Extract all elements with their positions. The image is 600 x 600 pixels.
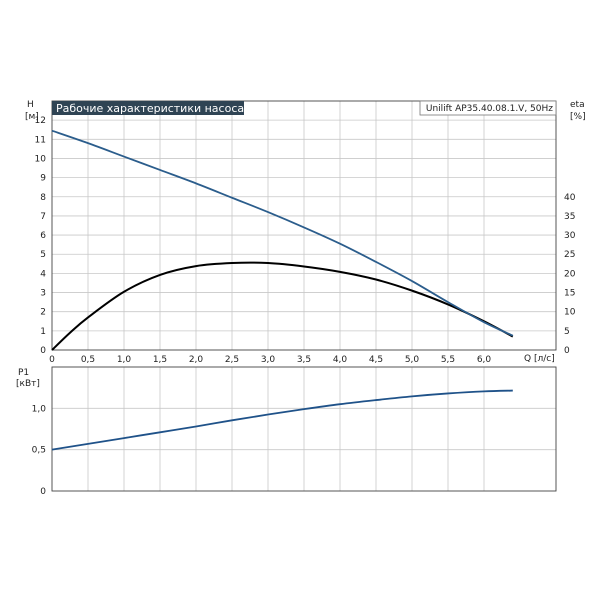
power-y-tick-0: 0 xyxy=(40,487,46,497)
left-y-tick-3: 3 xyxy=(40,289,46,299)
model-label-box xyxy=(419,100,557,116)
chart-title: Рабочие характеристики насоса xyxy=(56,102,244,115)
upper-plot-grid xyxy=(52,101,556,350)
left-y-tick-5: 5 xyxy=(40,250,46,260)
left-axis-title: H xyxy=(27,100,34,110)
x-axis-title: Q [л/с] xyxy=(524,354,555,364)
eta-curve xyxy=(51,261,514,351)
x-tick-5-5: 5,5 xyxy=(441,355,455,365)
lower-plot-curves xyxy=(51,389,513,451)
left-y-tick-6: 6 xyxy=(40,231,46,241)
left-y-tick-10: 10 xyxy=(35,154,47,164)
lower-plot-frame xyxy=(51,366,557,492)
x-tick-5-0: 5,0 xyxy=(405,355,420,365)
left-y-tick-9: 9 xyxy=(40,174,46,184)
power-axis-title: P1 xyxy=(18,368,29,378)
right-y-tick-0: 0 xyxy=(564,346,570,356)
x-tick-1-5: 1,5 xyxy=(153,355,167,365)
left-y-tick-7: 7 xyxy=(40,212,46,222)
right-y-tick-5: 5 xyxy=(564,327,570,337)
x-tick-0-5: 0,5 xyxy=(81,355,95,365)
right-y-tick-20: 20 xyxy=(564,269,576,279)
x-tick-2-0: 2,0 xyxy=(189,355,204,365)
lower-plot-grid xyxy=(52,367,556,491)
head-curve xyxy=(51,129,514,337)
model-label: Unilift AP35.40.08.1.V, 50Hz xyxy=(426,104,553,114)
upper-plot-frame xyxy=(51,100,557,351)
x-tick-4-5: 4,5 xyxy=(369,355,383,365)
left-axis-unit: [м] xyxy=(25,112,39,122)
left-y-tick-8: 8 xyxy=(40,193,46,203)
left-y-tick-11: 11 xyxy=(35,135,46,145)
x-tick-1-0: 1,0 xyxy=(117,355,132,365)
x-tick-0: 0 xyxy=(49,355,55,365)
lower-plot-ticks: 0 0,5 1,0 xyxy=(32,404,47,497)
right-y-tick-15: 15 xyxy=(564,289,575,299)
right-y-tick-10: 10 xyxy=(564,308,576,318)
upper-plot-ticks: 0 0,5 1,0 1,5 2,0 2,5 3,0 3,5 4,0 4,5 5,0 5,5 6,0012… xyxy=(35,116,576,365)
x-tick-2-5: 2,5 xyxy=(225,355,239,365)
right-axis-title: eta xyxy=(570,100,585,110)
power-y-tick-0-5: 0,5 xyxy=(32,446,46,456)
left-y-tick-4: 4 xyxy=(40,269,46,279)
power-curve xyxy=(51,389,513,451)
power-y-tick-1-0: 1,0 xyxy=(32,404,47,414)
x-tick-6-0: 6,0 xyxy=(477,355,492,365)
power-axis-unit: [кВт] xyxy=(16,379,40,389)
right-axis-unit: [%] xyxy=(570,112,586,122)
right-y-tick-25: 25 xyxy=(564,250,575,260)
upper-plot-curves xyxy=(51,129,514,351)
left-y-tick-12: 12 xyxy=(35,116,46,126)
right-y-tick-35: 35 xyxy=(564,212,575,222)
left-y-tick-2: 2 xyxy=(40,308,46,318)
right-y-tick-30: 30 xyxy=(564,231,576,241)
x-tick-3-0: 3,0 xyxy=(261,355,276,365)
left-y-tick-1: 1 xyxy=(40,327,46,337)
right-y-tick-40: 40 xyxy=(564,193,576,203)
left-y-tick-0: 0 xyxy=(40,346,46,356)
x-tick-3-5: 3,5 xyxy=(297,355,311,365)
chart-title-background xyxy=(52,101,244,115)
x-tick-4-0: 4,0 xyxy=(333,355,348,365)
